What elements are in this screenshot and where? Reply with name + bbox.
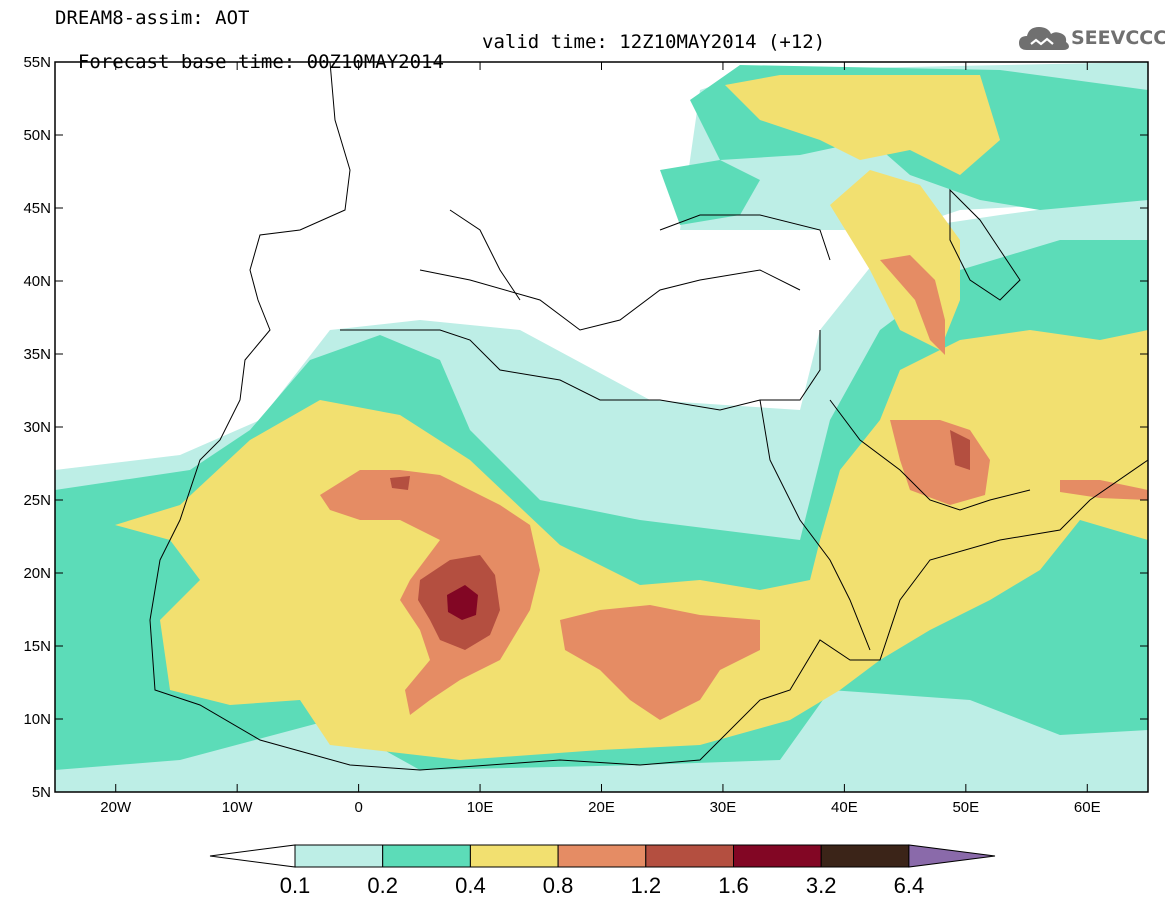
- colorbar-bin: [382, 844, 471, 868]
- logo-text: SEEVCCC: [1071, 27, 1165, 49]
- colorbar: 0.1 0.2 0.4 0.8 1.2 1.6 3.2 6.4: [209, 844, 996, 898]
- lon-tick-label: 0: [354, 799, 362, 816]
- lat-tick-label: 5N: [32, 784, 51, 801]
- lon-tick-label: 30E: [710, 799, 737, 816]
- lat-tick-label: 10N: [23, 711, 51, 728]
- lon-tick-label: 10E: [467, 799, 494, 816]
- lon-tick-label: 10W: [222, 799, 254, 816]
- lat-tick-label: 25N: [23, 492, 51, 509]
- lat-tick-label: 50N: [23, 127, 51, 144]
- colorbar-label: 6.4: [894, 873, 925, 898]
- aot-band-1-6: [447, 585, 478, 620]
- lat-tick-label: 45N: [23, 200, 51, 217]
- lon-tick-label: 20E: [588, 799, 615, 816]
- colorbar-label: 0.2: [367, 873, 398, 898]
- colorbar-bin: [820, 844, 910, 868]
- colorbar-label: 0.1: [280, 873, 311, 898]
- colorbar-label: 3.2: [806, 873, 837, 898]
- valid-time-label: valid time: 12Z10MAY2014 (+12): [482, 31, 826, 53]
- colorbar-label: 1.2: [631, 873, 662, 898]
- lat-tick-label: 55N: [23, 54, 51, 71]
- lon-tick-label: 60E: [1074, 799, 1101, 816]
- lat-tick-label: 20N: [23, 565, 51, 582]
- lat-tick-label: 35N: [23, 346, 51, 363]
- cloud-icon: [1019, 27, 1069, 50]
- colorbar-label: 0.8: [543, 873, 574, 898]
- colorbar-label: 0.4: [455, 873, 486, 898]
- map-title: DREAM8-assim: AOT: [55, 7, 250, 29]
- colorbar-label: 1.6: [718, 873, 749, 898]
- lon-tick-label: 40E: [831, 799, 858, 816]
- lat-tick-label: 15N: [23, 638, 51, 655]
- coastlines: [149, 62, 1148, 771]
- lon-tick-label: 20W: [100, 799, 132, 816]
- lat-tick-label: 30N: [23, 419, 51, 436]
- colorbar-high-arrow: [908, 844, 996, 868]
- colorbar-bin: [557, 844, 647, 868]
- aot-field: [55, 62, 1148, 792]
- colorbar-bin: [733, 844, 822, 868]
- colorbar-low-arrow: [209, 844, 296, 868]
- seevccc-logo: SEEVCCC: [1017, 22, 1165, 56]
- axis-ticks: 20W 10W 0 10E 20E 30E 40E 50E 60E 55N 50N 45N 40N 35N…: [23, 54, 1148, 816]
- colorbar-bin: [469, 844, 559, 868]
- colorbar-bin: [645, 844, 734, 868]
- lat-tick-label: 40N: [23, 273, 51, 290]
- lon-tick-label: 50E: [952, 799, 979, 816]
- colorbar-bin: [294, 844, 384, 868]
